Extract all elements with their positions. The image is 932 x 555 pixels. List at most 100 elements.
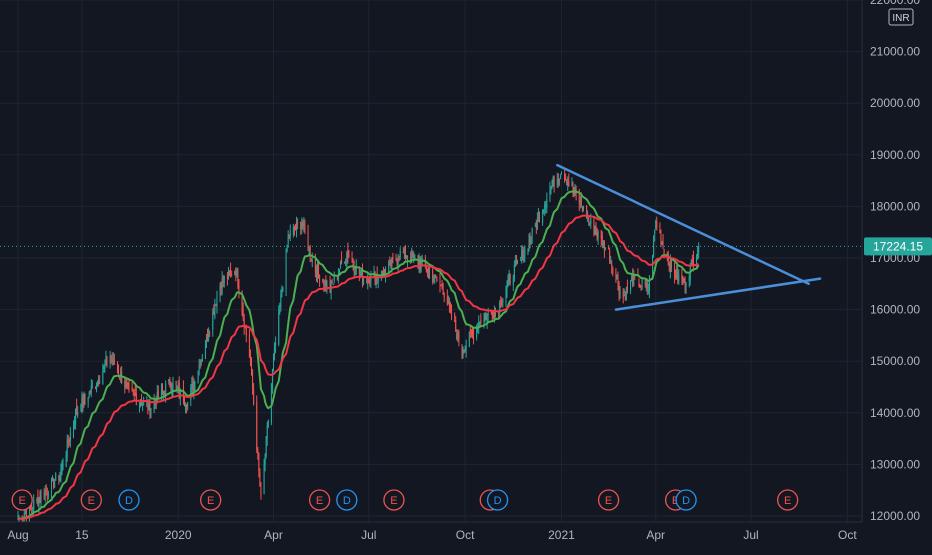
candle <box>183 396 185 407</box>
candle <box>692 250 694 272</box>
candle <box>185 402 187 414</box>
candle <box>281 285 283 298</box>
candle <box>509 273 511 286</box>
candle <box>54 478 56 489</box>
candle <box>593 216 595 237</box>
candle <box>44 485 46 503</box>
candle <box>230 262 232 278</box>
candle <box>315 264 317 282</box>
candle <box>418 253 420 273</box>
candle <box>89 389 91 395</box>
ema-slow-line <box>17 214 700 520</box>
candle <box>76 398 78 416</box>
trendline[interactable] <box>556 163 810 286</box>
candle <box>388 260 390 273</box>
candle <box>560 171 562 175</box>
candle <box>524 245 526 263</box>
candle <box>528 233 530 252</box>
candle <box>674 262 676 284</box>
candle <box>622 288 624 304</box>
candle <box>191 376 193 394</box>
candle <box>513 260 515 282</box>
candle <box>234 270 236 276</box>
trendline[interactable] <box>614 277 822 311</box>
candle <box>609 247 611 264</box>
candle <box>323 278 325 292</box>
candle <box>216 290 218 314</box>
candle <box>544 201 546 216</box>
currency-badge[interactable]: INR <box>888 8 914 26</box>
candle <box>265 436 267 459</box>
candle <box>220 281 222 296</box>
candle <box>625 286 627 301</box>
candle <box>292 223 294 238</box>
earnings-marker[interactable]: E <box>383 489 405 511</box>
candle <box>138 402 140 413</box>
candle <box>588 215 590 226</box>
candle <box>68 437 70 447</box>
candle <box>274 342 276 361</box>
candle <box>478 315 480 335</box>
candle <box>527 248 529 256</box>
y-tick-label: 18000.00 <box>870 199 920 213</box>
candle <box>397 254 399 272</box>
candle <box>153 393 155 414</box>
trendlines[interactable] <box>556 163 822 311</box>
candle <box>500 296 502 308</box>
dividend-marker[interactable]: D <box>486 489 509 511</box>
earnings-marker[interactable]: E <box>80 489 102 511</box>
candle <box>33 494 35 513</box>
candle <box>172 376 174 397</box>
candle <box>610 255 612 265</box>
svg-text:D: D <box>125 495 133 507</box>
candle <box>344 261 346 264</box>
candle <box>282 286 284 293</box>
candle <box>285 248 287 297</box>
price-axis[interactable]: 12000.00 13000.00 14000.00 15000.00 16000.00… <box>861 0 932 523</box>
earnings-marker[interactable]: E <box>777 489 799 511</box>
earnings-marker[interactable]: E <box>597 489 620 511</box>
candle <box>60 463 62 483</box>
candle <box>670 258 672 273</box>
x-tick-label: Oct <box>456 528 475 542</box>
event-markers[interactable]: EEDEEDEEDEEDE <box>11 489 799 511</box>
candle <box>362 263 364 288</box>
candle <box>75 408 77 430</box>
candle <box>604 247 606 251</box>
earnings-marker[interactable]: E <box>200 489 222 511</box>
last-price-label: 17224.15 <box>864 237 932 256</box>
candle <box>221 271 223 296</box>
earnings-marker[interactable]: E <box>308 489 331 511</box>
candle <box>61 460 63 476</box>
candle <box>213 304 215 315</box>
candle <box>62 458 64 471</box>
candle <box>197 370 199 384</box>
candle <box>558 178 560 187</box>
dividend-marker[interactable]: D <box>118 489 140 511</box>
candle <box>219 282 221 303</box>
y-tick-label: 13000.00 <box>870 457 920 471</box>
candle <box>534 222 536 227</box>
candle <box>648 275 650 299</box>
candle <box>175 380 177 391</box>
dividend-marker[interactable]: D <box>675 489 697 511</box>
y-tick-label: 12000.00 <box>870 509 920 523</box>
candle <box>278 305 280 347</box>
candle <box>559 173 561 180</box>
candle <box>259 468 261 487</box>
candle <box>575 185 577 201</box>
time-axis[interactable]: Aug 15 2020 Apr Jul Oct 2021 Apr Jul Oct <box>0 521 932 550</box>
candle <box>294 223 296 231</box>
candle <box>552 175 554 187</box>
moving-averages <box>0 190 862 520</box>
candle <box>363 277 365 286</box>
candle <box>647 283 649 295</box>
y-tick-label: 21000.00 <box>870 45 920 59</box>
earnings-marker[interactable]: E <box>11 489 33 511</box>
candle <box>389 256 391 266</box>
dividend-marker[interactable]: D <box>336 489 358 511</box>
candle <box>520 256 522 262</box>
svg-text:E: E <box>207 495 214 507</box>
candle <box>403 247 405 259</box>
